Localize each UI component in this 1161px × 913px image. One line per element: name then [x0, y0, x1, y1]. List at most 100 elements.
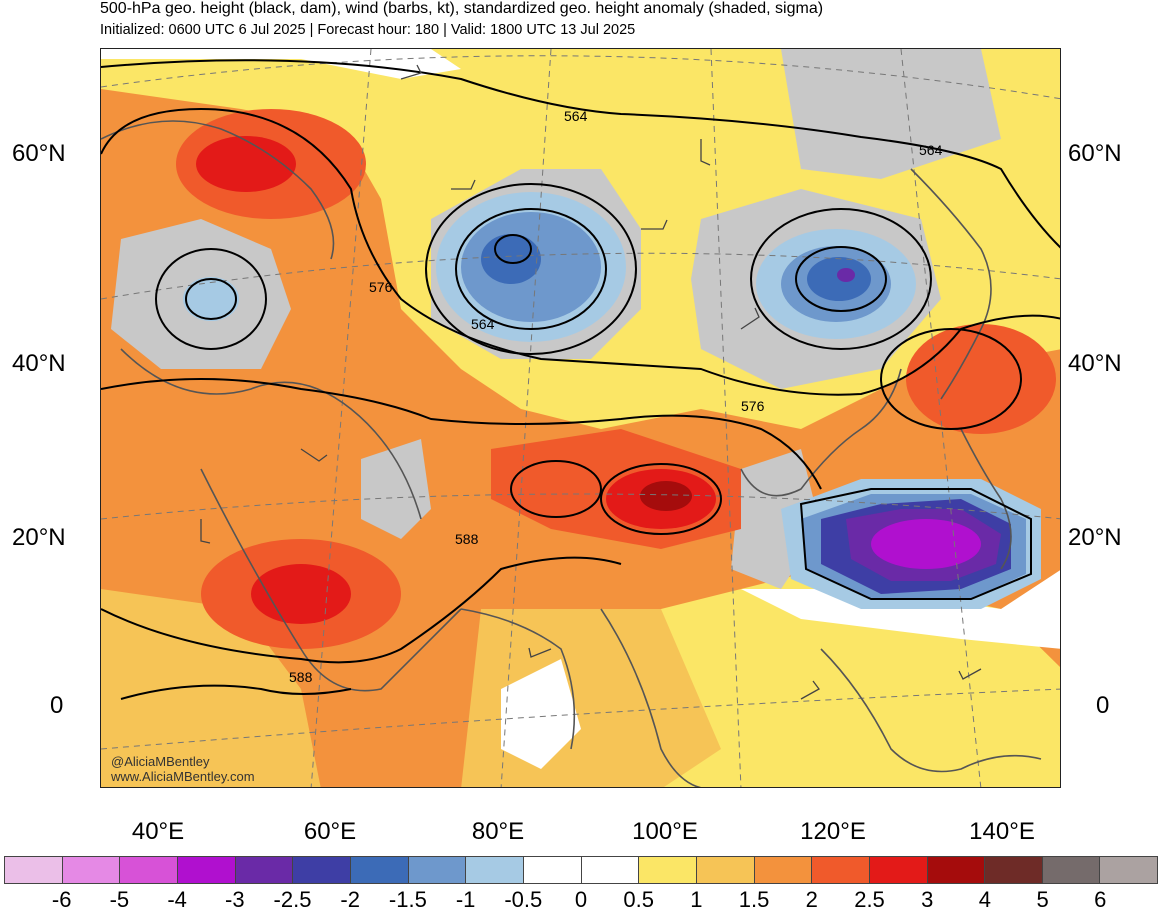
lat-label-right: 40°N: [1068, 350, 1122, 377]
height-contour-low-central-mid: [455, 208, 607, 330]
colorbar-cell: [754, 857, 813, 883]
lat-label-right: 20°N: [1068, 524, 1122, 551]
colorbar-cell: [523, 857, 582, 883]
wind-barb: [740, 307, 760, 330]
lat-label-left: 60°N: [12, 140, 66, 167]
anomaly-red-northwest: [196, 136, 296, 192]
anomaly-red-arabia: [251, 564, 351, 624]
colorbar-tick-label: -0.5: [504, 887, 543, 912]
height-contour-low-east-outer: [750, 208, 932, 350]
colorbar-tick-label: -5: [109, 887, 130, 912]
lat-label-left: 40°N: [12, 350, 66, 377]
colorbar-cell: [350, 857, 409, 883]
colorbar-tick-label: 5: [1036, 887, 1049, 912]
coastline: [910, 168, 992, 400]
height-contour-588: [101, 556, 622, 664]
colorbar-tick-label: -3: [225, 887, 245, 912]
height-contour-low-central-outer: [425, 183, 637, 355]
chart-subtitle: Initialized: 0600 UTC 6 Jul 2025 | Forec…: [100, 22, 636, 38]
colorbar-tick-label: 4: [978, 887, 992, 912]
wind-barb: [400, 64, 422, 80]
coastlines: [101, 120, 1042, 787]
coastline: [600, 608, 702, 787]
lon-label: 40°E: [131, 818, 185, 845]
contour-label: 588: [289, 669, 313, 685]
coastline: [101, 120, 335, 260]
height-contour-high-japan: [880, 328, 1022, 430]
graticule-line: [710, 49, 742, 787]
graticule-line: [500, 49, 552, 787]
chart-title: 500-hPa geo. height (black, dam), wind (…: [100, 0, 824, 17]
wind-barbs: [200, 64, 982, 700]
colorbar-cell: [639, 857, 697, 883]
anomaly-blue-central: [481, 234, 541, 284]
lat-label-right: 60°N: [1068, 140, 1122, 167]
colorbar-cell: [120, 857, 178, 883]
colorbar-tick-label: 6: [1094, 887, 1107, 912]
height-contours: [101, 59, 1060, 700]
colorbar-cell: [62, 857, 121, 883]
colorbar-cell: [177, 857, 236, 883]
contour-label: 588: [455, 531, 479, 547]
coastline: [200, 468, 462, 692]
colorbar-tick-label: 0: [574, 887, 588, 912]
wind-barb: [528, 647, 552, 658]
wind-barb: [800, 680, 820, 700]
wind-barb: [641, 219, 668, 230]
lat-label-left: 0: [50, 692, 64, 719]
colorbar-cell: [927, 857, 986, 883]
anomaly-lightorange-southwest: [101, 589, 321, 787]
height-contour-564: [101, 59, 1060, 249]
colorbar: [4, 856, 1158, 884]
anomaly-map: 564 564 564 576 576 588 588: [101, 49, 1060, 787]
colorbar-cell: [869, 857, 928, 883]
height-contour-582: [101, 378, 822, 490]
height-contour-tibet-east: [600, 463, 722, 535]
wind-barb: [958, 668, 982, 680]
colorbar-tick-label: 1.5: [738, 887, 770, 912]
colorbar-tick-label: -4: [167, 887, 187, 912]
colorbar-tick-label: 3: [921, 887, 934, 912]
wind-barb: [451, 179, 476, 190]
colorbar-cell: [466, 857, 524, 883]
wind-barb: [300, 448, 328, 462]
contour-label: 564: [919, 142, 943, 158]
colorbar-cell: [696, 857, 755, 883]
coastline: [820, 648, 1042, 773]
contour-label: 564: [471, 316, 495, 332]
colorbar-cell: [985, 857, 1043, 883]
colorbar-tick-label: 0.5: [623, 887, 654, 912]
lon-label: 140°E: [969, 818, 1035, 845]
height-contour-low-central-inner: [494, 234, 532, 264]
coastline: [740, 368, 902, 497]
lon-label: 120°E: [800, 818, 866, 845]
lon-label: 60°E: [303, 818, 357, 845]
lat-label-left: 20°N: [12, 524, 66, 551]
colorbar-tick-label: -1: [455, 887, 476, 912]
anomaly-purple-typhoon: [871, 519, 981, 569]
colorbar-tick-label: 2: [805, 887, 818, 912]
lon-label: 80°E: [471, 818, 525, 845]
coastline: [460, 608, 576, 750]
contour-label: 576: [369, 279, 393, 295]
height-contour-576: [101, 107, 1060, 396]
contour-label: 564: [564, 108, 588, 124]
height-contour-tibet-west: [510, 460, 602, 518]
colorbar-tick-label: -2.5: [273, 887, 312, 912]
colorbar-cell: [235, 857, 294, 883]
watermark-url: www.AliciaMBentley.com: [111, 769, 255, 784]
wind-barb: [700, 139, 711, 166]
colorbar-cell: [581, 857, 640, 883]
coastline: [120, 348, 422, 520]
anomaly-lightblue-west: [183, 277, 239, 321]
height-contour-588-south: [120, 684, 352, 700]
colorbar-tick-label: 1: [690, 887, 703, 912]
anomaly-redorange-japan: [906, 324, 1056, 434]
height-contour-low-east-inner: [795, 246, 887, 312]
graticule-line: [310, 49, 372, 787]
lat-label-right: 0: [1096, 692, 1110, 719]
colorbar-tick-label: 2.5: [854, 887, 885, 912]
contour-label: 576: [741, 398, 765, 414]
colorbar-tick-label: -6: [51, 887, 72, 912]
coastline: [960, 428, 1012, 570]
